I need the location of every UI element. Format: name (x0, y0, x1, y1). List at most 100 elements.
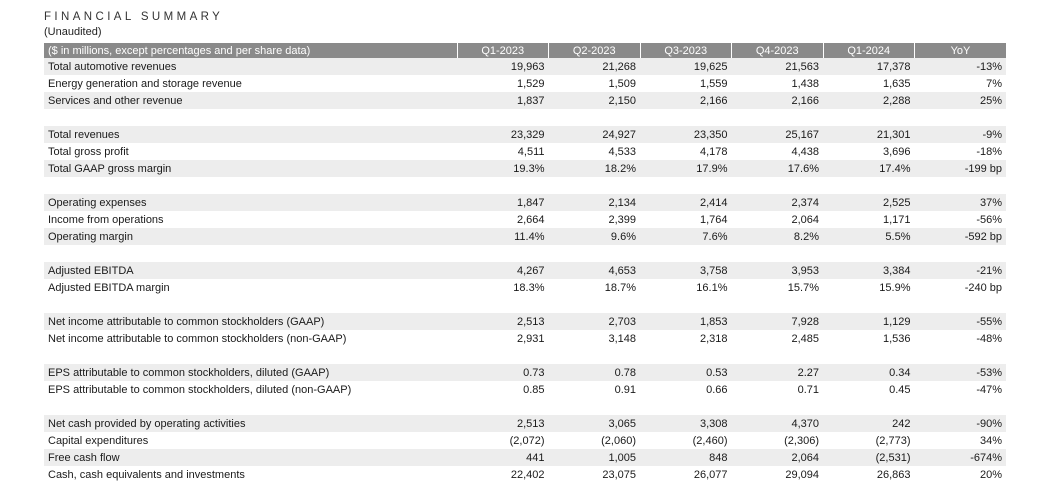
cell-q1-2024: 2,288 (823, 92, 915, 109)
spacer-cell (731, 177, 823, 194)
cell-q1-2024: 1,129 (823, 313, 915, 330)
row-label: Total revenues (44, 126, 457, 143)
cell-q3-2023: 2,166 (640, 92, 732, 109)
spacer-cell (914, 347, 1006, 364)
row-label: Adjusted EBITDA (44, 262, 457, 279)
column-header-q4-2023: Q4-2023 (731, 43, 824, 58)
group-spacer (44, 296, 1006, 313)
cell-q1-2023: 19.3% (457, 160, 549, 177)
cell-yoy: -53% (914, 364, 1006, 381)
cell-q3-2023: 23,350 (640, 126, 732, 143)
row-label: EPS attributable to common stockholders,… (44, 364, 457, 381)
cell-q1-2023: 1,529 (457, 75, 549, 92)
table-row: Operating expenses 1,847 2,134 2,414 2,374 2,… (44, 194, 1006, 211)
cell-q3-2023: 17.9% (640, 160, 732, 177)
spacer-cell (640, 296, 732, 313)
table-row: EPS attributable to common stockholders,… (44, 364, 1006, 381)
cell-q2-2023: 2,703 (548, 313, 640, 330)
cell-q4-2023: 8.2% (731, 228, 823, 245)
cell-q1-2024: 1,635 (823, 75, 915, 92)
cell-q2-2023: 4,653 (548, 262, 640, 279)
financial-summary-table: ($ in millions, except percentages and p… (44, 43, 1006, 483)
cell-yoy: -240 bp (914, 279, 1006, 296)
cell-q3-2023: 7.6% (640, 228, 732, 245)
row-label: Operating expenses (44, 194, 457, 211)
table-row: Adjusted EBITDA margin 18.3% 18.7% 16.1% 15.… (44, 279, 1006, 296)
table-row: Free cash flow 441 1,005 848 2,064 (2,531) -67… (44, 449, 1006, 466)
table-row: Cash, cash equivalents and investments 22… (44, 466, 1006, 483)
cell-yoy: 34% (914, 432, 1006, 449)
row-label: Total GAAP gross margin (44, 160, 457, 177)
cell-q2-2023: 1,509 (548, 75, 640, 92)
cell-yoy: -90% (914, 415, 1006, 432)
cell-yoy: -9% (914, 126, 1006, 143)
cell-q4-2023: 21,563 (731, 58, 823, 75)
cell-q3-2023: 0.53 (640, 364, 732, 381)
table-row: Total gross profit 4,511 4,533 4,178 4,438 3,… (44, 143, 1006, 160)
cell-q1-2024: 5.5% (823, 228, 915, 245)
cell-q2-2023: 4,533 (548, 143, 640, 160)
cell-q1-2023: 11.4% (457, 228, 549, 245)
cell-yoy: -21% (914, 262, 1006, 279)
cell-q2-2023: 2,134 (548, 194, 640, 211)
row-label: Net income attributable to common stockh… (44, 330, 457, 347)
cell-q4-2023: 2.27 (731, 364, 823, 381)
cell-q1-2023: 0.85 (457, 381, 549, 398)
spacer-cell (914, 245, 1006, 262)
cell-q4-2023: 2,374 (731, 194, 823, 211)
cell-q3-2023: 19,625 (640, 58, 732, 75)
cell-q2-2023: 2,399 (548, 211, 640, 228)
cell-yoy: -47% (914, 381, 1006, 398)
spacer-cell (640, 347, 732, 364)
table-row: Total revenues 23,329 24,927 23,350 25,167 21… (44, 126, 1006, 143)
cell-q3-2023: 4,178 (640, 143, 732, 160)
column-header-yoy: YoY (914, 43, 1006, 58)
spacer-cell (44, 398, 457, 415)
cell-q1-2023: 4,511 (457, 143, 549, 160)
spacer-cell (44, 177, 457, 194)
spacer-cell (640, 177, 732, 194)
row-label: Income from operations (44, 211, 457, 228)
spacer-cell (44, 245, 457, 262)
group-spacer (44, 347, 1006, 364)
spacer-cell (548, 398, 640, 415)
spacer-cell (823, 177, 915, 194)
row-label: Free cash flow (44, 449, 457, 466)
cell-yoy: 7% (914, 75, 1006, 92)
table-row: Total automotive revenues 19,963 21,268 19,… (44, 58, 1006, 75)
cell-yoy: -56% (914, 211, 1006, 228)
table-row: Net income attributable to common stockh… (44, 330, 1006, 347)
cell-q2-2023: 3,065 (548, 415, 640, 432)
table-row: Energy generation and storage revenue 1,5… (44, 75, 1006, 92)
cell-q1-2024: (2,531) (823, 449, 915, 466)
spacer-cell (731, 347, 823, 364)
spacer-cell (914, 109, 1006, 126)
cell-q1-2023: 2,513 (457, 415, 549, 432)
cell-q4-2023: 2,166 (731, 92, 823, 109)
cell-q2-2023: 23,075 (548, 466, 640, 483)
spacer-cell (457, 296, 549, 313)
cell-q1-2024: 15.9% (823, 279, 915, 296)
cell-q2-2023: 24,927 (548, 126, 640, 143)
cell-q2-2023: 9.6% (548, 228, 640, 245)
cell-q2-2023: 0.78 (548, 364, 640, 381)
spacer-cell (731, 296, 823, 313)
row-label: Cash, cash equivalents and investments (44, 466, 457, 483)
cell-q1-2023: 0.73 (457, 364, 549, 381)
cell-q4-2023: 7,928 (731, 313, 823, 330)
page-subtitle: (Unaudited) (44, 26, 102, 38)
cell-q1-2023: 2,513 (457, 313, 549, 330)
cell-q1-2023: 2,931 (457, 330, 549, 347)
spacer-cell (457, 109, 549, 126)
cell-q1-2024: 0.45 (823, 381, 915, 398)
cell-q3-2023: 3,758 (640, 262, 732, 279)
cell-yoy: -48% (914, 330, 1006, 347)
table-row: Capital expenditures (2,072) (2,060) (2,460… (44, 432, 1006, 449)
spacer-cell (640, 109, 732, 126)
cell-q4-2023: 25,167 (731, 126, 823, 143)
cell-q3-2023: 1,764 (640, 211, 732, 228)
cell-q1-2024: 242 (823, 415, 915, 432)
group-spacer (44, 109, 1006, 126)
cell-q3-2023: 3,308 (640, 415, 732, 432)
cell-q4-2023: 29,094 (731, 466, 823, 483)
